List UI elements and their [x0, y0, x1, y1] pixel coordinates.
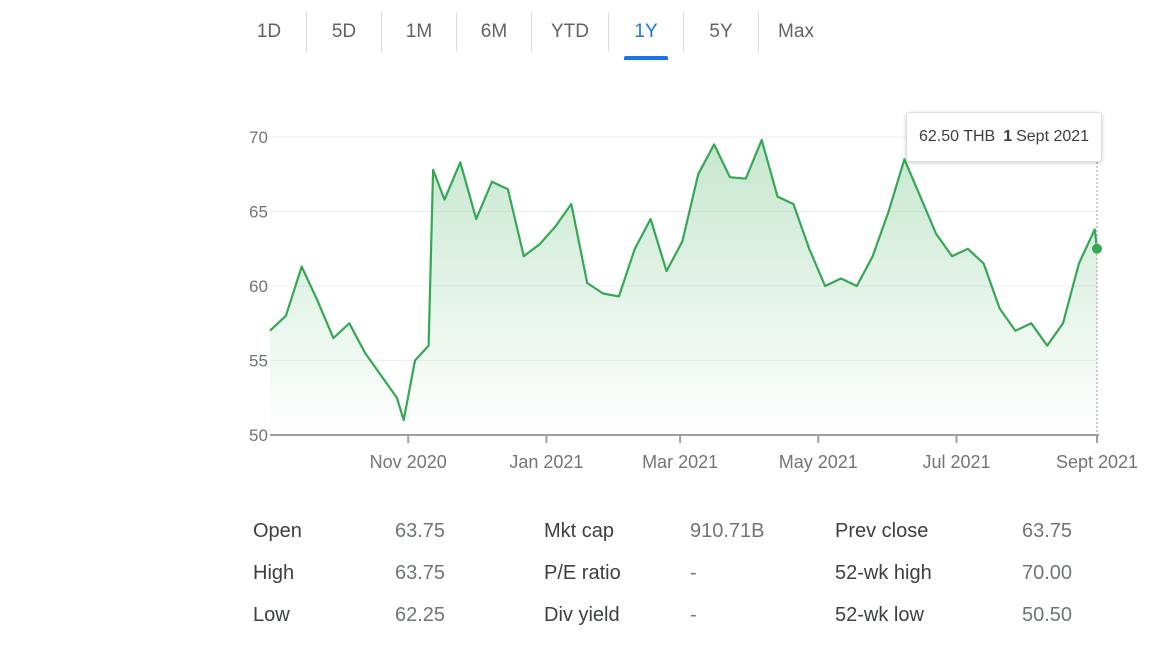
y-tick-label: 55: [249, 352, 268, 371]
y-tick-label: 70: [249, 128, 268, 147]
tab-5d[interactable]: 5D: [307, 12, 381, 52]
tab-label: YTD: [551, 21, 589, 42]
tab-1y[interactable]: 1Y: [609, 12, 683, 60]
stat-label-pe-ratio: P/E ratio: [544, 562, 621, 584]
stat-value-52wk-low: 50.50: [1022, 604, 1073, 626]
price-chart[interactable]: 70 65 60 55 50 Nov 2020 Jan 2021 Mar 2021 May 2…: [0, 0, 1152, 500]
tab-ytd[interactable]: YTD: [532, 12, 608, 52]
y-tick-label: 60: [249, 277, 268, 296]
y-tick-label: 65: [249, 203, 268, 222]
tab-label: 5D: [331, 21, 357, 42]
stat-label-52wk-low: 52-wk low: [835, 604, 924, 626]
x-tick-label: Jul 2021: [922, 452, 990, 472]
stat-label-mkt-cap: Mkt cap: [544, 520, 615, 542]
stat-value-open: 63.75: [395, 520, 446, 542]
tooltip-day: 1: [1003, 128, 1013, 145]
stat-label-open: Open: [253, 520, 302, 542]
price-line: [269, 138, 1099, 422]
active-tab-indicator: [624, 56, 668, 60]
x-tick-label: Mar 2021: [642, 452, 718, 472]
tab-1m[interactable]: 1M: [382, 12, 456, 52]
range-tabs: 1D 5D 1M 6M YTD 1Y 5Y Max: [232, 12, 833, 62]
stat-value-low: 62.25: [395, 604, 446, 626]
x-tick-label: Nov 2020: [370, 452, 447, 472]
stat-value-52wk-high: 70.00: [1022, 562, 1073, 584]
tab-separator: [456, 12, 457, 52]
stat-value-high: 63.75: [395, 562, 446, 584]
y-tick-label: 50: [249, 426, 268, 445]
x-tick-label: Jan 2021: [509, 452, 583, 472]
tooltip-month: Sept 2021: [1016, 128, 1090, 145]
stat-value-prev-close: 63.75: [1022, 520, 1073, 542]
stat-label-low: Low: [253, 604, 290, 626]
stat-value-div-yield: -: [690, 604, 697, 626]
tab-5y[interactable]: 5Y: [684, 12, 758, 52]
x-tick-label: Sept 2021: [1056, 452, 1138, 472]
stat-label-div-yield: Div yield: [544, 604, 620, 626]
price-tooltip: 62.50 THB 1 Sept 2021: [906, 112, 1103, 162]
stat-label-high: High: [253, 562, 295, 584]
tab-separator: [381, 12, 382, 52]
stat-label-52wk-high: 52-wk high: [835, 562, 932, 584]
tab-max[interactable]: Max: [759, 12, 833, 52]
tab-label: 1M: [405, 21, 433, 42]
tab-label: 1Y: [634, 21, 658, 42]
tab-separator: [531, 12, 532, 52]
x-tick-label: May 2021: [779, 452, 858, 472]
x-axis-ticks: Nov 2020 Jan 2021 Mar 2021 May 2021 Jul 2021…: [370, 435, 1138, 472]
y-axis-ticks: 70 65 60 55 50: [249, 128, 268, 445]
tab-6m[interactable]: 6M: [457, 12, 531, 52]
tab-separator: [306, 12, 307, 52]
price-area-fill: [270, 140, 1097, 435]
tab-separator: [683, 12, 684, 52]
tab-separator: [608, 12, 609, 52]
hover-point: [1092, 243, 1102, 254]
tab-label: 1D: [256, 21, 282, 42]
stat-value-pe-ratio: -: [690, 562, 697, 584]
tab-label: 5Y: [709, 21, 733, 42]
tooltip-date: 1 Sept 2021: [1003, 128, 1089, 146]
tab-separator: [758, 12, 759, 52]
stat-value-mkt-cap: 910.71B: [690, 520, 765, 542]
tab-label: Max: [778, 21, 814, 42]
tooltip-price: 62.50 THB: [919, 128, 996, 145]
tab-label: 6M: [480, 21, 508, 42]
stat-label-prev-close: Prev close: [835, 520, 929, 542]
tab-1d[interactable]: 1D: [232, 12, 306, 52]
